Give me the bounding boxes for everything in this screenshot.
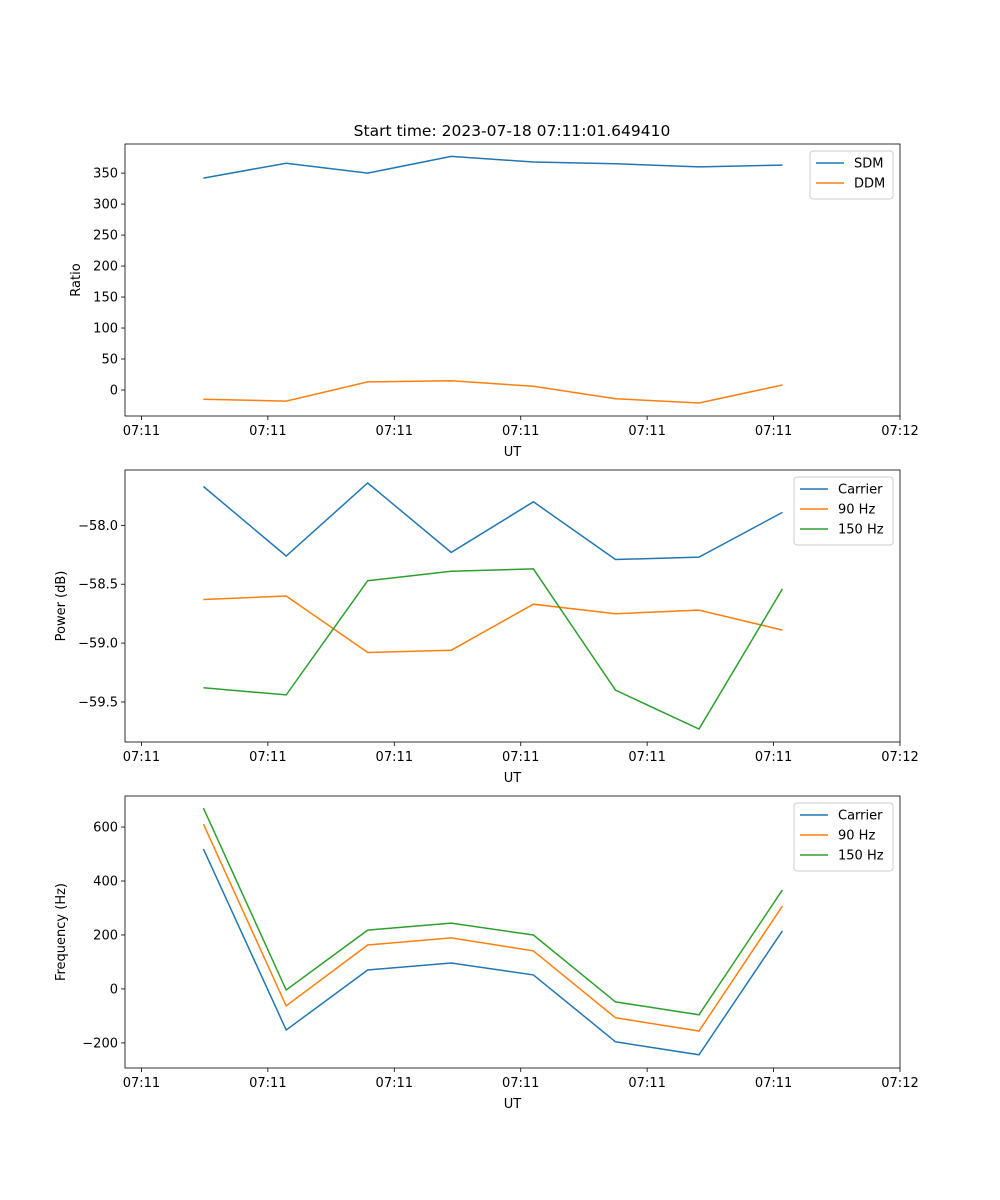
legend-label: 150 Hz (838, 849, 884, 864)
x-tick-label: 07:12 (881, 1076, 918, 1091)
legend-label: 90 Hz (838, 503, 875, 518)
x-tick-label: 07:11 (502, 424, 539, 439)
x-tick-label: 07:11 (628, 424, 665, 439)
y-tick-label: −59.5 (78, 695, 118, 710)
y-tick-label: 0 (110, 383, 118, 398)
legend-label: 150 Hz (838, 523, 884, 538)
legend: SDM DDM (809, 150, 894, 200)
subplot-2: 07:11 07:11 07:11 07:11 07:11 07:11 07:12 −58.0… (54, 469, 919, 786)
axes-frame (124, 143, 901, 417)
y-tick-label: 400 (93, 875, 118, 890)
legend-label: Carrier (838, 483, 883, 498)
series-line-150-hz (202, 807, 784, 1016)
x-tick-label: 07:11 (123, 750, 160, 765)
y-tick-label: 100 (93, 322, 118, 337)
x-tick-label: 07:11 (376, 1076, 413, 1091)
legend: Carrier 90 Hz 150 Hz (793, 476, 894, 546)
legend-label: Carrier (838, 809, 883, 824)
y-tick-label: 0 (110, 982, 118, 997)
axes-frame (124, 469, 901, 743)
y-tick-label: 50 (101, 352, 118, 367)
series-line-carrier (202, 848, 784, 1056)
y-tick-label: 250 (93, 229, 118, 244)
series-line-ddm (203, 379, 783, 404)
x-tick-label: 07:11 (249, 1076, 286, 1091)
y-tick-label: 350 (93, 167, 118, 182)
x-tick-label: 07:11 (755, 750, 792, 765)
x-tick-label: 07:11 (755, 1076, 792, 1091)
legend-label: SDM (854, 157, 883, 172)
y-tick-label: 150 (93, 291, 118, 306)
y-tick-label: 300 (93, 198, 118, 213)
legend-frame (793, 476, 894, 546)
chart-title: Start time: 2023-07-18 07:11:01.649410 (354, 122, 671, 140)
y-axis-label: Ratio (69, 263, 84, 296)
subplot-3: 07:11 07:11 07:11 07:11 07:11 07:11 07:12 −200 0… (54, 795, 919, 1112)
x-tick-label: 07:11 (249, 424, 286, 439)
y-tick-label: 200 (93, 928, 118, 943)
x-tick-label: 07:11 (502, 1076, 539, 1091)
x-tick-label: 07:11 (502, 750, 539, 765)
x-tick-label: 07:11 (123, 1076, 160, 1091)
y-tick-label: −58.5 (78, 578, 118, 593)
x-tick-label: 07:11 (123, 424, 160, 439)
axes-frame (124, 795, 901, 1069)
x-tick-label: 07:11 (628, 1076, 665, 1091)
y-axis-label: Power (dB) (54, 571, 69, 642)
legend: Carrier 90 Hz 150 Hz (793, 802, 894, 872)
y-tick-label: −59.0 (78, 637, 118, 652)
y-tick-label: −200 (82, 1036, 118, 1051)
legend-frame (793, 802, 894, 872)
series-line-sdm (203, 155, 783, 179)
x-axis-label: UT (504, 771, 522, 786)
x-axis-label: UT (504, 1097, 522, 1112)
x-axis-label: UT (504, 445, 522, 460)
series-line-150-hz (203, 568, 784, 730)
x-tick-label: 07:11 (249, 750, 286, 765)
y-tick-label: 600 (93, 821, 118, 836)
y-tick-label: −58.0 (78, 519, 118, 534)
x-tick-label: 07:12 (881, 750, 918, 765)
x-tick-label: 07:11 (755, 424, 792, 439)
legend-label: DDM (854, 177, 885, 192)
series-line-carrier (202, 482, 783, 561)
x-tick-label: 07:12 (881, 424, 918, 439)
x-tick-label: 07:11 (628, 750, 665, 765)
series-line-90-hz (202, 823, 784, 1032)
y-axis-label: Frequency (Hz) (54, 883, 69, 981)
legend-label: 90 Hz (838, 829, 875, 844)
x-tick-label: 07:11 (376, 750, 413, 765)
series-line-90-hz (203, 595, 783, 654)
y-tick-label: 200 (93, 260, 118, 275)
x-tick-label: 07:11 (376, 424, 413, 439)
subplot-1: 07:11 07:11 07:11 07:11 07:11 07:11 07:12 0 50 10… (69, 143, 919, 460)
